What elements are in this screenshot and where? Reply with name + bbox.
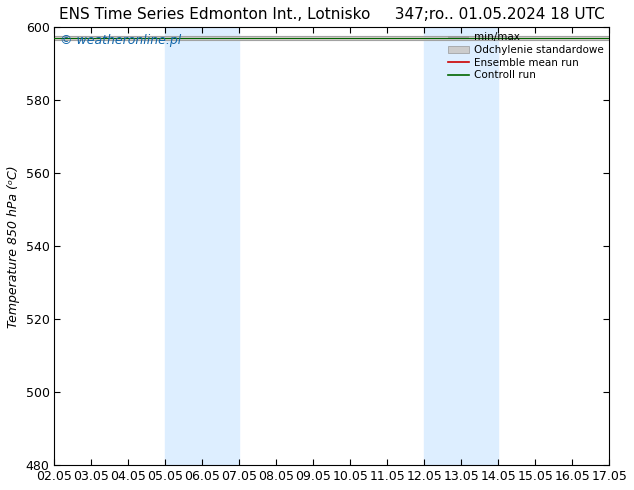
Y-axis label: Temperature 850 hPa (ᵒC): Temperature 850 hPa (ᵒC)	[7, 165, 20, 327]
Text: © weatheronline.pl: © weatheronline.pl	[60, 34, 181, 47]
Bar	[424, 27, 498, 465]
Legend: min/max, Odchylenie standardowe, Ensemble mean run, Controll run: min/max, Odchylenie standardowe, Ensembl…	[446, 30, 606, 82]
Title: ENS Time Series Edmonton Int., Lotnisko     347;ro.. 01.05.2024 18 UTC: ENS Time Series Edmonton Int., Lotnisko …	[59, 7, 605, 22]
Bar	[165, 27, 239, 465]
